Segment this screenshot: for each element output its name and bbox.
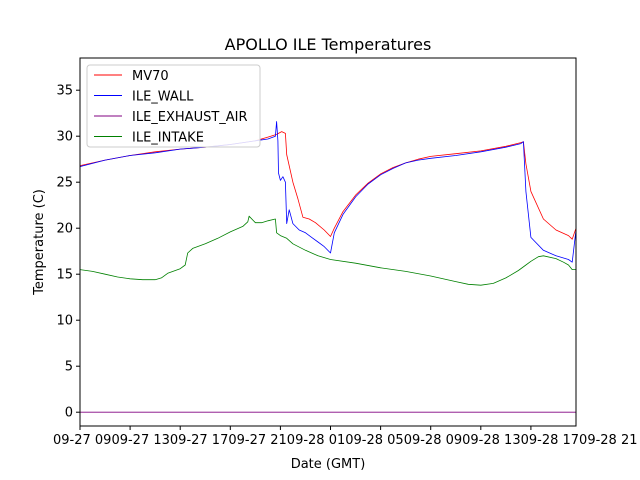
legend-label: ILE_EXHAUST_AIR <box>132 110 248 125</box>
legend-box <box>86 64 261 148</box>
plot-frame <box>79 57 577 427</box>
y-tick-label: 0 <box>65 406 73 421</box>
y-tick-label: 15 <box>56 268 73 283</box>
y-axis: 0 5 10 15 20 25 30 35 <box>56 84 80 421</box>
x-tick-labels: 09-27 0909-27 1309-27 1709-27 2109-28 01… <box>53 433 638 448</box>
y-tick-label: 25 <box>56 176 73 191</box>
y-axis-label: Temperature (C) <box>32 189 47 296</box>
y-tick-label: 30 <box>56 130 73 145</box>
legend-label: ILE_INTAKE <box>132 131 204 146</box>
y-tick-label: 20 <box>56 222 73 237</box>
legend-label: MV70 <box>132 69 169 84</box>
y-tick-label: 5 <box>65 360 73 375</box>
chart-title: APOLLO ILE Temperatures <box>225 35 432 54</box>
x-axis-label: Date (GMT) <box>291 457 366 472</box>
legend-label: ILE_WALL <box>132 90 194 105</box>
series-line-ile-intake <box>80 215 576 286</box>
x-axis: 09-27 0909-27 1309-27 1709-27 2109-28 01… <box>53 426 638 448</box>
legend: MV70 ILE_WALL ILE_EXHAUST_AIR ILE_INTAKE <box>86 64 261 148</box>
y-tick-label: 10 <box>56 314 73 329</box>
y-tick-label: 35 <box>56 84 73 99</box>
series-line-ile-wall <box>80 121 576 263</box>
